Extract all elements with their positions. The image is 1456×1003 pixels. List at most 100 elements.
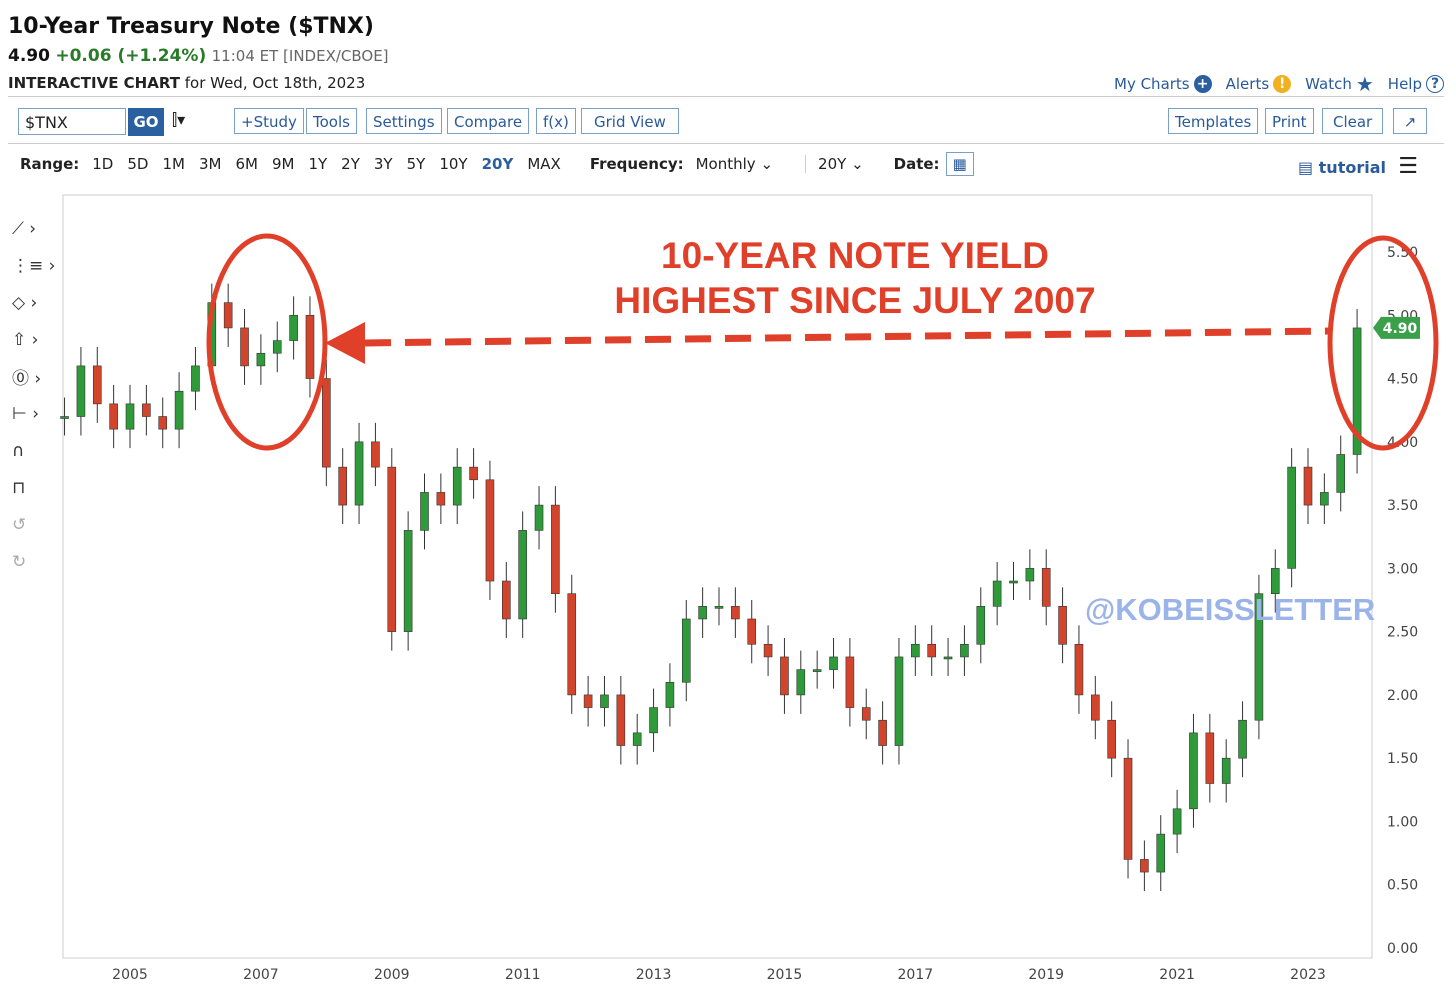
range-option[interactable]: 1D [92, 155, 114, 173]
marker-tool-icon[interactable]: ⓪ › [12, 369, 42, 389]
frequency-select[interactable]: Monthly ⌄ [696, 155, 773, 173]
fib-tool-icon[interactable]: ⋮≡ › [12, 255, 56, 276]
study-button[interactable]: +Study [234, 108, 304, 134]
candle-body [698, 606, 707, 620]
price-chart[interactable]: 0.000.501.001.502.002.503.003.504.004.50… [0, 185, 1456, 1003]
help-link[interactable]: Help? [1388, 72, 1444, 96]
candle-body [420, 492, 429, 531]
divider [8, 143, 1444, 144]
candle-body [76, 365, 86, 417]
price-change: +0.06 (+1.24%) [55, 46, 207, 66]
candle-body [338, 466, 347, 506]
quote-meta: 11:04 ET [INDEX/CBOE] [211, 47, 389, 65]
range-option[interactable]: 2Y [341, 155, 360, 173]
candle-body [551, 504, 560, 594]
tools-button[interactable]: Tools [306, 108, 357, 134]
x-tick-label: 2023 [1290, 967, 1326, 983]
candle-body [1025, 568, 1035, 582]
candle-body [142, 403, 151, 417]
watch-link[interactable]: Watch ★ [1305, 72, 1374, 96]
templates-button[interactable]: Templates [1168, 108, 1259, 134]
range-option[interactable]: 3Y [373, 155, 393, 173]
redo-icon[interactable]: ↻ [12, 551, 27, 572]
candle-body [600, 694, 609, 708]
lock-icon[interactable]: ⊓ [12, 477, 26, 498]
go-button[interactable]: GO [128, 108, 164, 136]
date-label: Date: [893, 155, 940, 173]
print-button[interactable]: Print [1265, 108, 1314, 134]
candle-body [583, 694, 593, 708]
candle-body [92, 365, 102, 405]
range-option[interactable]: MAX [527, 155, 561, 173]
undo-icon[interactable]: ↺ [12, 514, 27, 535]
plus-icon: + [1193, 75, 1212, 93]
x-tick-label: 2007 [243, 967, 279, 983]
candle-body [1221, 757, 1231, 784]
candle-body [223, 302, 233, 329]
candle-body [567, 593, 577, 696]
candle-body [927, 643, 936, 658]
range-option[interactable]: 5D [127, 155, 149, 173]
range-option[interactable]: 1Y [308, 155, 328, 173]
candle-body [125, 403, 135, 430]
magnet-icon[interactable]: ∩ [12, 440, 25, 461]
candle-body [322, 378, 331, 468]
candle-body [960, 643, 969, 658]
my-charts-link[interactable]: My Charts + [1114, 72, 1212, 96]
compare-button[interactable]: Compare [447, 108, 530, 134]
arrow-tool-icon[interactable]: ⇧ › [12, 329, 39, 350]
candle-body [829, 656, 838, 670]
x-tick-label: 2013 [636, 967, 672, 983]
candle-body [1320, 492, 1329, 506]
candle-body [1270, 568, 1280, 594]
symbol-input[interactable]: $TNX [18, 108, 126, 135]
candle-body [1156, 833, 1166, 873]
drawing-tools: ⟋ › ⋮≡ › ◇ › ⇧ › ⓪ › ⊢ › ∩ ⊓ ↺ ↻ [12, 210, 60, 580]
expand-icon[interactable]: ↗ [1393, 108, 1427, 134]
range-option[interactable]: 5Y [406, 155, 426, 173]
candle-body [158, 416, 168, 430]
range-option[interactable]: 1M [162, 155, 185, 173]
frequency-value: Monthly [695, 155, 756, 173]
calendar-icon[interactable]: ▦ [945, 152, 974, 176]
y-tick-label: 0.00 [1387, 941, 1418, 957]
candle-body [714, 606, 724, 609]
candle-body [1205, 732, 1215, 784]
candle-body [878, 719, 887, 746]
candle-body [485, 479, 495, 582]
line-tool-icon[interactable]: ⟋ › [12, 218, 37, 239]
candle-body [1303, 466, 1313, 506]
grid-view-button[interactable]: Grid View [581, 108, 679, 134]
measure-tool-icon[interactable]: ⊢ › [12, 403, 40, 424]
x-tick-label: 2005 [112, 967, 148, 983]
alert-icon: ! [1273, 75, 1292, 93]
highlight-circle-2023 [1327, 235, 1439, 451]
settings-button[interactable]: Settings [366, 108, 442, 134]
alerts-link[interactable]: Alerts! [1226, 72, 1292, 96]
range-option[interactable]: 9M [271, 155, 295, 173]
candle-body [354, 441, 364, 506]
candle-body [632, 732, 642, 746]
chevron-down-icon: ⌄ [851, 155, 864, 173]
candle-body [845, 656, 855, 708]
tutorial-label: tutorial [1318, 158, 1386, 177]
candle-body [256, 352, 266, 367]
range-label: Range: [20, 155, 80, 173]
range-option[interactable]: 20Y [481, 155, 514, 173]
range-option[interactable]: 6M [235, 155, 258, 173]
fx-button[interactable]: f(x) [536, 108, 576, 134]
shape-tool-icon[interactable]: ◇ › [12, 292, 38, 313]
y-tick-label: 2.50 [1387, 625, 1418, 641]
candle-body [747, 618, 757, 645]
menu-icon[interactable]: ☰ [1398, 154, 1418, 179]
candle-body [616, 694, 626, 746]
chart-type-icon[interactable]: ⫿▾ [172, 110, 186, 129]
range-option[interactable]: 10Y [439, 155, 468, 173]
last-price: 4.90 [8, 46, 50, 66]
tutorial-link[interactable]: ▤ tutorial [1298, 158, 1386, 177]
film-icon: ▤ [1297, 158, 1314, 177]
clear-button[interactable]: Clear [1322, 108, 1384, 134]
period-select[interactable]: 20Y ⌄ [805, 155, 864, 173]
range-option[interactable]: 3M [198, 155, 222, 173]
range-options: 1D 5D 1M 3M 6M 9M 1Y 2Y 3Y 5Y 10Y 20Y MAX [85, 155, 568, 173]
